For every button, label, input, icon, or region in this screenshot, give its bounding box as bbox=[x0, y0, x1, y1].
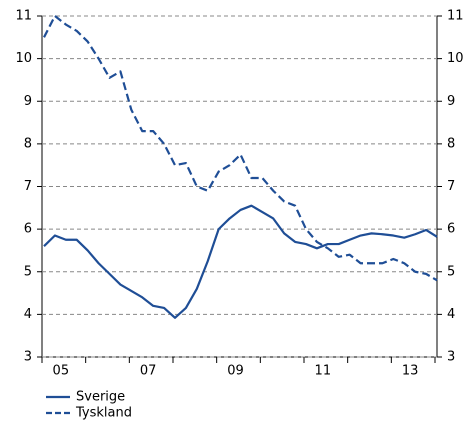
x-tick-label: 13 bbox=[402, 364, 419, 379]
y2-tick-label: 4 bbox=[447, 307, 455, 322]
y-tick-label: 4 bbox=[24, 307, 32, 322]
x-tick-label: 07 bbox=[140, 364, 157, 379]
line-series bbox=[43, 204, 438, 319]
y2-tick-label: 3 bbox=[447, 350, 455, 365]
y-tick-label: 6 bbox=[24, 222, 32, 237]
x-tick-label: 11 bbox=[315, 364, 332, 379]
x-tick-label: 05 bbox=[53, 364, 70, 379]
y2-tick-label: 10 bbox=[447, 51, 464, 66]
y-tick-label: 11 bbox=[15, 9, 32, 24]
y-tick-label: 7 bbox=[24, 179, 32, 194]
y2-tick-label: 11 bbox=[447, 9, 464, 24]
y-tick-label: 5 bbox=[24, 264, 32, 279]
y-tick-label: 3 bbox=[24, 350, 32, 365]
legend-label: Tyskland bbox=[75, 406, 132, 421]
y2-tick-label: 8 bbox=[447, 136, 455, 151]
y2-tick-label: 5 bbox=[447, 264, 455, 279]
y-tick-label: 10 bbox=[15, 51, 32, 66]
y2-tick-label: 7 bbox=[447, 179, 455, 194]
y-tick-label: 9 bbox=[24, 94, 32, 109]
legend-label: Sverige bbox=[76, 390, 125, 405]
y2-tick-label: 9 bbox=[447, 94, 455, 109]
line-series bbox=[43, 14, 438, 282]
y2-tick-label: 6 bbox=[447, 222, 455, 237]
x-tick-label: 09 bbox=[227, 364, 244, 379]
y-tick-label: 8 bbox=[24, 136, 32, 151]
